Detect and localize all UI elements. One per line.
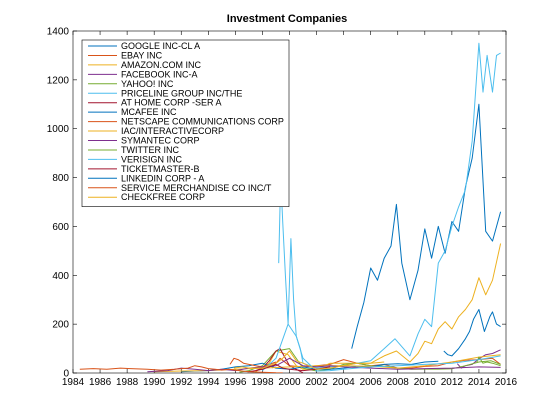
legend-label-service-merchandise-co-inc-t: SERVICE MERCHANDISE CO INC/T [121,183,272,193]
x-tick-label: 2012 [441,377,464,388]
series-line-priceline-group-inc-the [278,42,501,369]
x-tick-label: 2010 [414,377,437,388]
series-group [79,42,502,373]
y-tick-label: 0 [63,369,69,380]
legend-label-checkfree-corp: CHECKFREE CORP [121,192,205,202]
series-line-google-inc-cl-a [351,103,502,349]
series-line-twitter-inc [476,356,501,367]
y-tick-label: 600 [52,222,69,233]
x-tick-label: 1994 [197,377,220,388]
series-line-service-merchandise-co-inc-t [79,365,283,373]
x-tick-label: 2006 [360,377,383,388]
series-line-checkfree-corp [233,350,385,370]
legend-label-linkedin-corp-a: LINKEDIN CORP - A [121,173,204,183]
y-tick-label: 800 [52,173,69,184]
x-tick-label: 2016 [495,377,518,388]
legend-label-twitter-inc: TWITTER INC [121,145,179,155]
legend-label-amazon-com-inc: AMAZON.COM INC [121,60,201,70]
y-tick-label: 1000 [47,124,70,135]
x-tick-label: 2000 [278,377,301,388]
legend-label-at-home-corp-ser-a: AT HOME CORP -SER A [121,98,222,108]
legend-label-priceline-group-inc-the: PRICELINE GROUP INC/THE [121,88,242,98]
series-line-symantec-corp [147,357,501,373]
y-tick-label: 1400 [47,27,70,38]
legend-label-iac-interactivecorp: IAC/INTERACTIVECORP [121,126,224,136]
legend-box [81,39,290,207]
x-tick-label: 1986 [89,377,112,388]
series-line-linkedin-corp-a [443,309,501,357]
x-tick-label: 1988 [116,377,139,388]
x-tick-label: 1984 [62,377,85,388]
y-tick-label: 1200 [47,75,70,86]
x-tick-label: 1996 [224,377,247,388]
legend-label-symantec-corp: SYMANTEC CORP [121,136,200,146]
x-tick-label: 1998 [251,377,274,388]
legend-label-mcafee-inc: MCAFEE INC [121,107,177,117]
x-tick-label: 2014 [468,377,491,388]
legend-label-google-inc-cl-a: GOOGLE INC-CL A [121,41,200,51]
legend-label-netscape-communications-corp: NETSCAPE COMMUNICATIONS CORP [121,117,284,127]
x-tick-label: 2004 [333,377,356,388]
legend-label-ebay-inc: EBAY INC [121,50,163,60]
series-line-netscape-communications-corp [229,357,277,368]
series-line-ticketmaster-b [247,363,331,373]
plot-area: 1984 1986 1988 1990 1992 1994 1996 1998 2000 2002… [47,27,518,389]
legend-label-facebook-inc-a: FACEBOOK INC-A [121,69,198,79]
legend-label-yahoo-inc: YAHOO! INC [121,79,174,89]
chart-title: Investment Companies [227,13,347,25]
y-tick-label: 200 [52,320,69,331]
legend-label-ticketmaster-b: TICKETMASTER-B [121,164,200,174]
series-line-mcafee-inc [181,360,439,373]
legend-label-verisign-inc: VERISIGN INC [121,154,183,164]
series-line-verisign-inc [262,323,501,372]
x-tick-label: 2002 [305,377,328,388]
x-tick-label: 2008 [387,377,410,388]
x-tick-label: 1990 [143,377,166,388]
y-tick-label: 400 [52,271,69,282]
x-tick-label: 1992 [170,377,193,388]
